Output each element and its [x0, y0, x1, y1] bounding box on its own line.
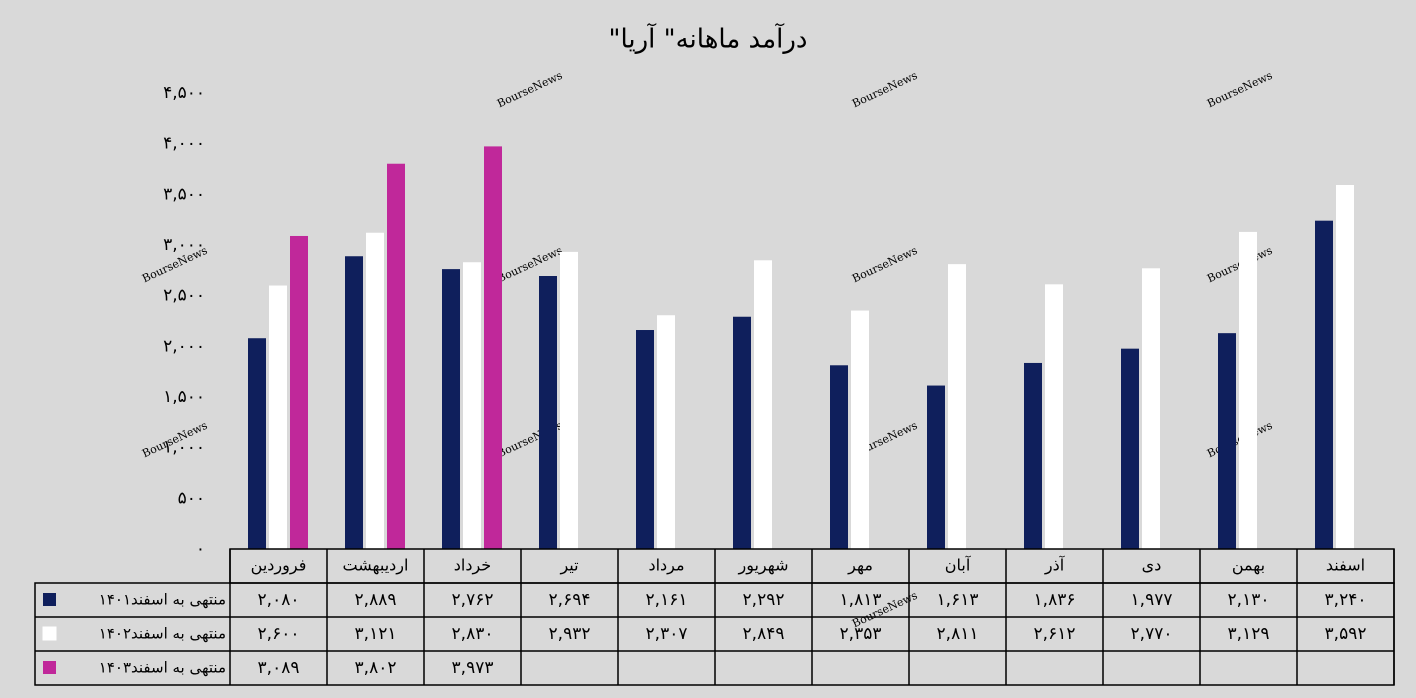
data-label: ۲,۱۶۱	[646, 590, 688, 610]
x-tick-label: خرداد	[454, 556, 491, 576]
bar	[948, 264, 966, 549]
bar	[248, 338, 266, 549]
data-label: ۲,۶۹۴	[549, 590, 591, 610]
bar	[927, 385, 945, 549]
bar	[387, 163, 405, 550]
x-tick-label: فروردین	[251, 556, 307, 576]
bar	[366, 232, 384, 550]
y-tick-label: ۴,۰۰۰	[163, 134, 205, 154]
bar	[851, 310, 869, 549]
data-label: ۲,۶۱۲	[1034, 624, 1076, 644]
data-label: ۲,۶۰۰	[258, 624, 300, 644]
data-label: ۲,۰۸۰	[258, 590, 300, 610]
data-label: ۲,۱۳۰	[1228, 590, 1270, 610]
y-tick-label: ۲,۰۰۰	[163, 336, 205, 356]
y-tick-label: ۳,۵۰۰	[163, 184, 205, 204]
x-tick-label: دی	[1142, 556, 1162, 575]
bar	[733, 316, 751, 549]
bar	[830, 365, 848, 549]
x-tick-label: اردیبهشت	[343, 556, 409, 576]
bar	[1045, 284, 1063, 549]
x-tick-label: مهر	[847, 556, 873, 576]
y-tick-label: ۱,۵۰۰	[163, 387, 205, 407]
data-label: ۲,۹۳۲	[549, 624, 591, 644]
data-label: ۲,۷۶۲	[452, 590, 494, 610]
bar	[754, 260, 772, 549]
data-label: ۲,۲۹۲	[743, 590, 785, 610]
bar	[442, 269, 460, 549]
bar	[1218, 333, 1236, 549]
bar	[657, 315, 675, 549]
data-label: ۲,۳۰۷	[646, 624, 688, 644]
legend-swatch	[43, 593, 56, 606]
data-label: ۲,۸۱۱	[937, 624, 979, 644]
legend-label: منتهی به اسفند۱۴۰۲	[99, 625, 226, 643]
data-label: ۳,۲۴۰	[1325, 590, 1367, 610]
bar	[463, 262, 481, 549]
data-label: ۱,۸۳۶	[1034, 590, 1076, 610]
data-label: ۲,۸۴۹	[743, 624, 785, 644]
x-tick-label: آذر	[1044, 556, 1066, 576]
data-label: ۱,۹۷۷	[1131, 590, 1173, 610]
bar	[484, 146, 502, 550]
x-tick-label: اسفند	[1326, 556, 1365, 575]
y-tick-label: ۳,۰۰۰	[163, 235, 205, 255]
y-tick-label: ۴,۵۰۰	[163, 83, 205, 103]
data-label: ۲,۸۳۰	[452, 624, 494, 644]
data-label: ۳,۹۷۳	[452, 658, 494, 678]
data-label: ۳,۰۸۹	[258, 658, 300, 678]
legend-label: منتهی به اسفند۱۴۰۳	[99, 659, 226, 677]
data-label: ۲,۳۵۳	[840, 624, 882, 644]
data-label: ۳,۸۰۲	[355, 658, 397, 678]
bar	[1121, 348, 1139, 549]
bar	[1142, 268, 1160, 549]
y-tick-label: ۲,۵۰۰	[163, 286, 205, 306]
bar	[345, 256, 363, 549]
data-label: ۱,۸۱۳	[840, 590, 882, 610]
bar	[1239, 231, 1257, 550]
x-tick-label: بهمن	[1232, 556, 1265, 576]
bar	[1024, 362, 1042, 549]
data-label: ۳,۱۲۱	[355, 624, 397, 644]
data-label: ۳,۱۲۹	[1228, 624, 1270, 644]
y-tick-label: ۵۰۰	[178, 488, 205, 508]
bar	[560, 251, 578, 549]
data-label: ۲,۷۷۰	[1131, 624, 1173, 644]
x-tick-label: آبان	[945, 556, 972, 575]
chart-title: درآمد ماهانه" آریا"	[609, 23, 808, 55]
bar	[269, 285, 287, 549]
data-label: ۳,۵۹۲	[1325, 624, 1367, 644]
y-tick-label: ۱,۰۰۰	[163, 438, 205, 458]
legend-swatch	[43, 661, 56, 674]
bar	[290, 235, 308, 550]
data-label: ۲,۸۸۹	[355, 590, 397, 610]
legend-swatch	[42, 626, 57, 641]
bar	[1336, 185, 1354, 549]
data-label: ۱,۶۱۳	[937, 590, 979, 610]
bar	[636, 330, 654, 549]
y-tick-label: ۰	[196, 539, 205, 559]
bar	[539, 276, 557, 549]
x-tick-label: مرداد	[648, 556, 684, 576]
x-tick-label: تیر	[559, 556, 578, 576]
bar	[1315, 220, 1333, 549]
legend-label: منتهی به اسفند۱۴۰۱	[99, 591, 226, 609]
x-tick-label: شهریور	[737, 556, 788, 576]
